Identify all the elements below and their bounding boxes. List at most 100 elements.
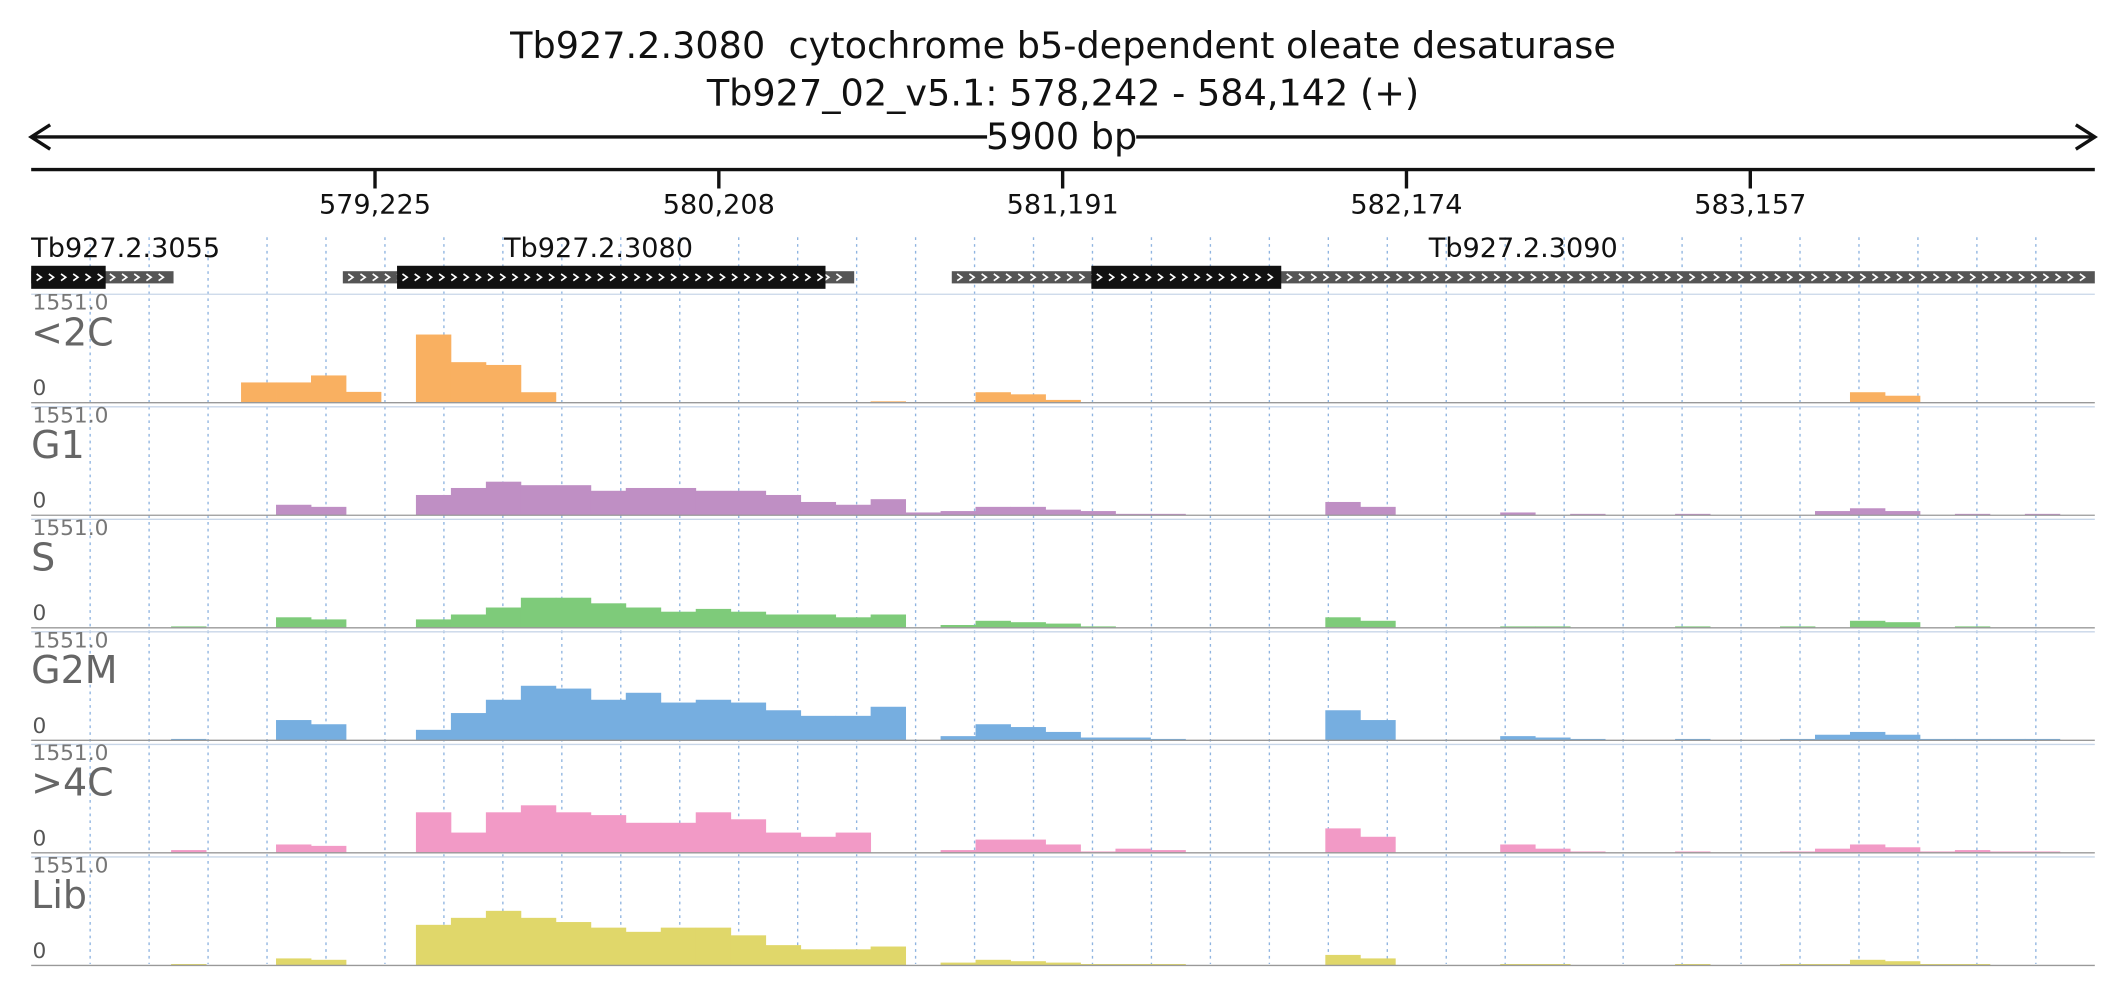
strand-chevron <box>792 273 800 282</box>
strand-chevron <box>1108 273 1116 282</box>
coverage-bar <box>590 699 627 741</box>
strand-chevron <box>133 273 141 282</box>
coverage-bar <box>1675 513 1711 516</box>
coverage-bar <box>730 819 767 853</box>
coverage-bar <box>1535 964 1571 966</box>
strand-chevron <box>1774 273 1781 282</box>
strand-chevron <box>1969 273 1977 282</box>
strand-chevron <box>426 273 434 282</box>
coverage-bar <box>310 845 347 853</box>
coverage-bar <box>555 922 592 966</box>
coverage-bar <box>1500 626 1536 628</box>
strand-chevron <box>450 273 458 282</box>
coverage-bar <box>835 715 872 741</box>
strand-chevron <box>1884 273 1891 282</box>
strand-chevron <box>1066 273 1074 282</box>
coverage-bar <box>1849 508 1886 516</box>
coverage-bar <box>1884 622 1921 628</box>
strand-chevron <box>1932 273 1940 282</box>
strand-chevron <box>1420 273 1428 282</box>
strand-chevron <box>145 273 153 282</box>
coverage-bar <box>660 611 697 628</box>
coverage-bar <box>1325 828 1361 853</box>
strand-chevron <box>2042 273 2050 282</box>
coverage-bar <box>1325 954 1361 966</box>
coverage-bar <box>415 812 452 853</box>
strand-chevron <box>1254 273 1262 282</box>
strand-chevron <box>2018 273 2025 282</box>
strand-chevron <box>36 273 43 282</box>
strand-chevron <box>2067 273 2074 282</box>
strand-chevron <box>536 273 543 282</box>
strand-chevron <box>1078 273 1086 282</box>
coverage-bar <box>1535 626 1571 628</box>
coverage-bar <box>1150 738 1186 741</box>
strand-chevron <box>1652 273 1659 282</box>
strand-chevron <box>1530 273 1537 282</box>
coverage-bar <box>485 607 522 628</box>
strand-chevron <box>1615 273 1623 282</box>
coverage-bar <box>520 597 557 628</box>
strand-chevron <box>1908 273 1916 282</box>
coverage-bar <box>1500 512 1536 516</box>
strand-chevron <box>1859 273 1867 282</box>
coverage-bar <box>1954 738 1991 741</box>
span-label-bg <box>987 119 1137 155</box>
strand-chevron <box>401 273 409 282</box>
coverage-bar <box>765 614 802 628</box>
strand-chevron <box>719 273 726 282</box>
coverage-bar <box>520 685 557 741</box>
y-zero-label: 0 <box>33 714 47 739</box>
coverage-bar <box>625 931 662 966</box>
strand-chevron <box>2030 273 2038 282</box>
coverage-bar <box>975 620 1011 628</box>
coverage-bar <box>276 382 312 403</box>
coverage-bar <box>1360 506 1396 516</box>
strand-chevron <box>1206 273 1213 282</box>
coverage-bar <box>1045 844 1081 853</box>
strand-chevron <box>2006 273 2013 282</box>
coverage-bar <box>310 506 347 516</box>
coverage-bar <box>870 499 907 516</box>
coverage-bar <box>276 617 312 628</box>
coverage-bar <box>1570 851 1606 853</box>
y-max-label: 1551.0 <box>33 628 109 653</box>
strand-chevron <box>1493 273 1501 282</box>
coverage-bar <box>1884 847 1921 853</box>
strand-chevron <box>646 273 653 282</box>
coverage-bar <box>310 619 347 628</box>
strand-chevron <box>1566 273 1574 282</box>
coverage-bar <box>1884 961 1921 966</box>
strand-chevron <box>1957 273 1964 282</box>
coverage-bar <box>415 619 452 628</box>
coverage-bar <box>1954 964 1991 966</box>
y-max-label: 1551.0 <box>33 516 109 541</box>
coverage-bar <box>590 603 627 628</box>
coverage-bar <box>590 490 627 516</box>
x-tick-label: 582,174 <box>1350 190 1462 221</box>
strand-chevron <box>499 273 507 282</box>
strand-chevron <box>1627 273 1635 282</box>
coverage-bar <box>2024 851 2061 853</box>
coverage-bar <box>450 362 487 403</box>
coverage-bar <box>1535 848 1571 853</box>
coverage-bar <box>1919 964 1956 966</box>
strand-chevron <box>121 273 129 282</box>
gene-label: Tb927.2.3090 <box>1428 233 1618 264</box>
strand-chevron <box>670 273 678 282</box>
track-name: >4C <box>31 761 113 805</box>
strand-chevron <box>1054 273 1061 282</box>
coverage-bar <box>310 375 347 403</box>
coverage-bar <box>1080 626 1116 628</box>
strand-chevron <box>682 273 690 282</box>
strand-chevron <box>981 273 988 282</box>
coverage-bar <box>276 720 312 741</box>
strand-chevron <box>1749 273 1757 282</box>
coverage-bar <box>1080 511 1116 516</box>
coverage-bar <box>1045 962 1081 966</box>
coverage-bar <box>1325 501 1361 516</box>
coverage-bar <box>625 692 662 741</box>
coverage-bar <box>1815 848 1851 853</box>
arrow-head <box>28 123 52 151</box>
